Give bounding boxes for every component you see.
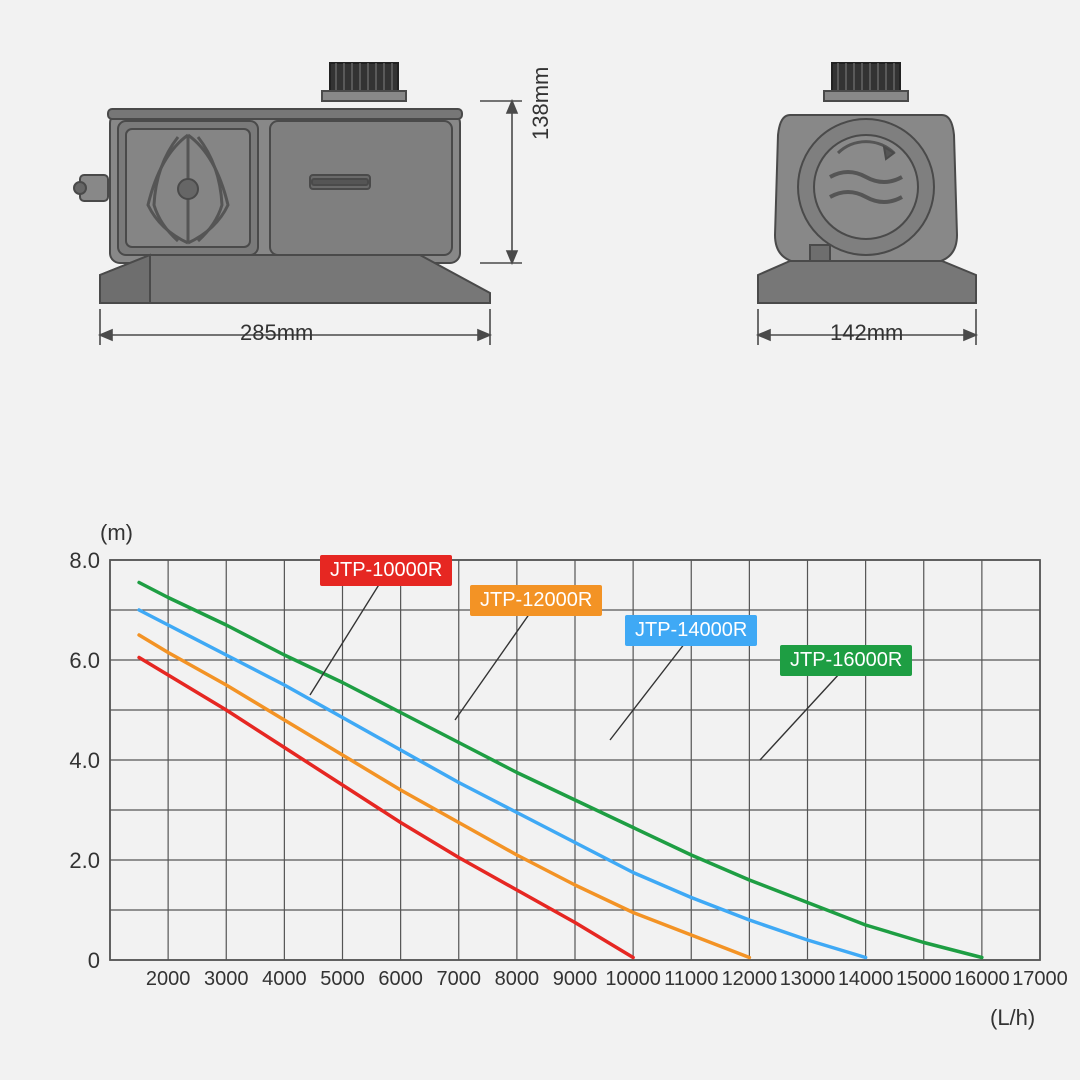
x-axis-title: (L/h) — [990, 1005, 1035, 1031]
xtick-14000: 14000 — [838, 968, 894, 991]
xtick-13000: 13000 — [780, 968, 836, 991]
xtick-6000: 6000 — [378, 968, 423, 991]
legend-jtp-16000r: JTP-16000R — [780, 645, 912, 676]
legend-jtp-10000r: JTP-10000R — [320, 555, 452, 586]
xtick-8000: 8000 — [495, 968, 540, 991]
legend-jtp-14000r: JTP-14000R — [625, 615, 757, 646]
xtick-11000: 11000 — [664, 968, 718, 991]
ytick-8: 8.0 — [50, 548, 100, 574]
xtick-16000: 16000 — [954, 968, 1010, 991]
xtick-12000: 12000 — [722, 968, 778, 991]
xtick-17000: 17000 — [1012, 968, 1068, 991]
xtick-9000: 9000 — [553, 968, 598, 991]
performance-chart — [0, 0, 1080, 1080]
xtick-7000: 7000 — [437, 968, 482, 991]
ytick-6: 6.0 — [50, 648, 100, 674]
page: 138mm 285mm — [0, 0, 1080, 1080]
xtick-2000: 2000 — [146, 968, 191, 991]
xtick-5000: 5000 — [320, 968, 365, 991]
legend-jtp-12000r: JTP-12000R — [470, 585, 602, 616]
xtick-4000: 4000 — [262, 968, 307, 991]
ytick-4: 4.0 — [50, 748, 100, 774]
ytick-0: 0 — [50, 948, 100, 974]
xtick-10000: 10000 — [605, 968, 661, 991]
xtick-3000: 3000 — [204, 968, 249, 991]
ytick-2: 2.0 — [50, 848, 100, 874]
xtick-15000: 15000 — [896, 968, 952, 991]
